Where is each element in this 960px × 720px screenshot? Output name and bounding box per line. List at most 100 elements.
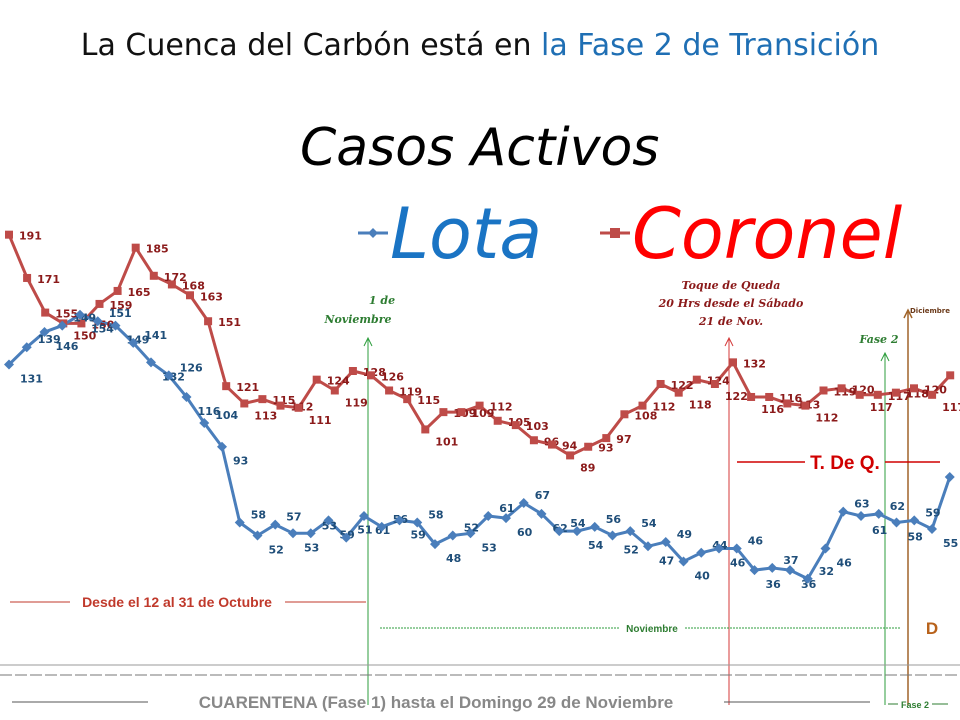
lota-data-label: 53: [304, 541, 319, 554]
coronel-point: [692, 375, 701, 384]
coronel-point: [855, 390, 864, 399]
coronel-data-label: 151: [218, 316, 241, 329]
lota-point: [128, 337, 139, 348]
lota-point: [163, 370, 174, 381]
annotation-octubre: Desde el 12 al 31 de Octubre: [82, 594, 272, 610]
lota-point: [199, 417, 210, 428]
marker-fase2-arrow: [880, 351, 890, 362]
lota-point: [483, 510, 494, 521]
lota-point: [341, 532, 352, 543]
coronel-data-label: 89: [580, 461, 595, 474]
coronel-point: [566, 451, 575, 460]
coronel-point: [222, 382, 231, 391]
lota-point: [714, 543, 724, 554]
lota-data-label: 32: [819, 565, 834, 578]
coronel-data-label: 124: [327, 375, 350, 388]
lota-data-label: 58: [251, 508, 266, 521]
coronel-point: [439, 408, 448, 417]
lota-point: [572, 526, 582, 537]
lota-point: [394, 515, 405, 526]
coronel-point: [729, 358, 737, 367]
lota-data-label: 126: [180, 361, 203, 374]
coronel-point: [656, 379, 665, 388]
lota-data-label: 56: [606, 513, 622, 526]
lota-data-label: 53: [482, 541, 497, 554]
legend-lota-label: Lota: [390, 193, 542, 275]
lota-data-label: 54: [641, 517, 657, 530]
lota-point: [430, 539, 440, 550]
lota-point: [944, 472, 955, 483]
coronel-point: [602, 434, 611, 443]
lota-data-label: 154: [91, 323, 114, 336]
lota-data-label: 47: [659, 554, 674, 567]
coronel-point: [765, 392, 774, 401]
lota-series-line: [7, 313, 952, 581]
coronel-data-label: 117: [942, 401, 960, 414]
lota-data-label: 61: [499, 502, 514, 515]
lota-point: [376, 521, 387, 532]
coronel-point: [529, 436, 538, 445]
coronel-point: [873, 390, 882, 399]
legend-lota-marker: [368, 228, 378, 238]
marker-toque-arrow: [724, 336, 734, 347]
coronel-point: [910, 384, 918, 393]
coronel-point: [403, 395, 412, 404]
lota-data-label: 54: [588, 539, 604, 552]
lota-point: [252, 530, 263, 541]
lota-data-label: 53: [322, 519, 337, 532]
lota-point: [696, 547, 707, 558]
lota-data-label: 61: [872, 524, 887, 537]
lota-data-label: 52: [269, 543, 284, 556]
coronel-data-label: 122: [725, 390, 748, 403]
coronel-point: [548, 440, 556, 449]
coronel-data-label: 101: [435, 435, 458, 448]
coronel-data-label: 112: [490, 401, 513, 414]
lota-data-label: 62: [890, 500, 905, 513]
lota-data-label: 67: [535, 489, 550, 502]
coronel-point: [674, 388, 683, 397]
coronel-point: [511, 421, 520, 430]
annotation-toque-line1: Toque de Queda: [682, 279, 781, 292]
lota-data-label: 151: [109, 307, 132, 320]
chart-title: Casos Activos: [300, 118, 660, 178]
lota-point: [518, 498, 529, 509]
coronel-data-label: 93: [598, 442, 613, 455]
coronel-point: [41, 308, 50, 317]
coronel-point: [149, 271, 158, 280]
lota-point: [802, 573, 813, 584]
annotation-noviembre: Noviembre: [626, 624, 678, 635]
coronel-data-label: 94: [562, 440, 578, 453]
coronel-data-label: 112: [653, 401, 676, 414]
coronel-data-label: 163: [200, 290, 223, 303]
lota-point: [146, 357, 156, 368]
lota-point: [873, 508, 884, 519]
coronel-point: [891, 388, 900, 397]
lota-point: [607, 530, 618, 541]
coronel-point: [348, 367, 357, 376]
lota-data-label: 93: [233, 455, 248, 468]
lota-point: [39, 327, 50, 338]
coronel-point: [312, 375, 321, 384]
coronel-point: [747, 392, 756, 401]
lota-data-label: 49: [677, 528, 692, 541]
lota-data-label: 60: [517, 526, 533, 539]
lota-point: [927, 523, 937, 534]
coronel-data-label: 165: [128, 286, 151, 299]
coronel-point: [475, 401, 484, 410]
coronel-point: [493, 416, 502, 425]
lota-data-label: 141: [144, 329, 167, 342]
lota-data-label: 146: [56, 340, 79, 353]
coronel-data-label: 121: [236, 381, 259, 394]
coronel-data-label: 97: [616, 433, 631, 446]
annotation-toque-line2: 20 Hrs desde el Sábado: [658, 297, 804, 310]
coronel-data-label: 112: [815, 412, 838, 425]
lota-data-label: 46: [837, 556, 853, 569]
lota-data-label: 48: [446, 552, 461, 565]
coronel-point: [95, 299, 104, 308]
lota-data-label: 104: [215, 409, 238, 422]
coronel-point: [385, 386, 394, 395]
coronel-point: [5, 230, 13, 239]
lota-point: [465, 528, 476, 539]
lota-point: [323, 515, 334, 526]
